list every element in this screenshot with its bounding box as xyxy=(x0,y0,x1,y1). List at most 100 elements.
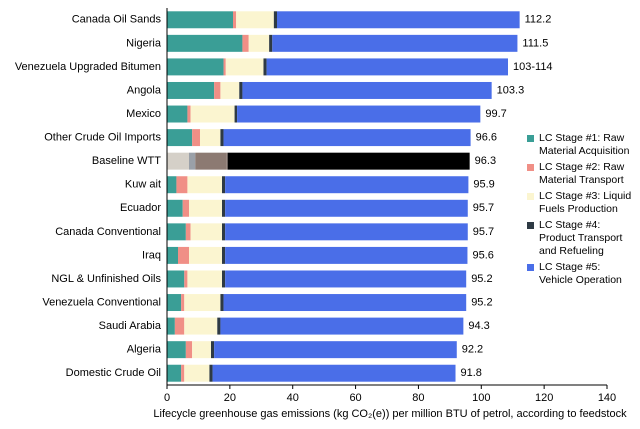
bar-segment xyxy=(192,129,200,147)
bar-segment xyxy=(167,105,188,123)
bar-segment xyxy=(225,270,467,288)
bar-segment xyxy=(214,81,221,99)
bar-segment xyxy=(222,176,226,194)
y-tick-label: Kuw ait xyxy=(125,179,161,191)
total-label: 95.7 xyxy=(473,202,494,214)
y-tick-label: Saudi Arabia xyxy=(99,320,162,332)
y-tick-label: Venezuela Conventional xyxy=(42,296,161,308)
bar-segment xyxy=(266,58,508,76)
bar-segment xyxy=(223,294,467,312)
legend-swatch xyxy=(527,264,534,271)
legend-swatch xyxy=(527,222,534,229)
bar-segment xyxy=(211,341,215,359)
bar-segment xyxy=(225,223,468,241)
legend-item: LC Stage #3: Liquid Fuels Production xyxy=(527,190,632,216)
bar-segment xyxy=(187,270,222,288)
legend-label: LC Stage #3: Liquid Fuels Production xyxy=(539,190,632,215)
bar-segment xyxy=(195,152,227,170)
x-tick-label: 100 xyxy=(472,392,490,404)
total-label: 95.2 xyxy=(471,273,492,285)
bar-segment xyxy=(184,294,221,312)
legend: LC Stage #1: Raw Material Acquisition LC … xyxy=(527,132,632,290)
y-tick-label: Baseline WTT xyxy=(92,155,161,167)
total-label: 95.7 xyxy=(473,226,494,238)
bar-segment xyxy=(225,246,468,264)
x-tick-label: 0 xyxy=(164,392,170,404)
total-label: 91.8 xyxy=(461,367,482,379)
bar-segment xyxy=(185,223,191,241)
bar-segment xyxy=(225,58,264,76)
bar-segment xyxy=(176,176,188,194)
x-tick-label: 140 xyxy=(598,392,616,404)
bar-segment xyxy=(263,58,267,76)
bar-segment xyxy=(167,317,175,335)
y-tick-label: Mexico xyxy=(126,108,161,120)
total-label: 99.7 xyxy=(485,108,506,120)
legend-label: LC Stage #1: Raw Material Acquisition xyxy=(539,132,630,157)
bar-segment xyxy=(167,341,186,359)
bar-segment xyxy=(217,317,221,335)
bar-segment xyxy=(237,105,481,123)
y-tick-label: Canada Conventional xyxy=(55,226,161,238)
y-tick-label: Ecuador xyxy=(120,202,161,214)
bar-segment xyxy=(223,129,471,147)
bar-segment xyxy=(167,270,185,288)
bar-segment xyxy=(222,199,226,217)
legend-swatch xyxy=(527,135,534,142)
bar-segment xyxy=(178,246,189,264)
bar-segment xyxy=(167,11,233,29)
y-tick-label: Nigeria xyxy=(126,37,162,49)
bar-segment xyxy=(187,105,191,123)
bar-segment xyxy=(185,341,193,359)
bar-segment xyxy=(234,105,238,123)
y-tick-label: Venezuela Upgraded Bitumen xyxy=(15,61,161,73)
bar-segment xyxy=(220,129,224,147)
legend-item: LC Stage #5: Vehicle Operation xyxy=(527,261,632,287)
bar-segment xyxy=(181,294,185,312)
total-label: 103.3 xyxy=(497,84,525,96)
total-label: 95.2 xyxy=(471,296,492,308)
total-label: 96.6 xyxy=(476,132,497,144)
bar-segment xyxy=(220,317,464,335)
bar-segment xyxy=(214,341,457,359)
bar-segment xyxy=(189,246,222,264)
bar-segment xyxy=(167,246,178,264)
bar-segment xyxy=(269,34,273,52)
legend-item: LC Stage #2: Raw Material Transport xyxy=(527,161,632,187)
bar-segment xyxy=(272,34,518,52)
y-tick-label: Angola xyxy=(127,84,162,96)
x-tick-label: 60 xyxy=(349,392,361,404)
bar-segment xyxy=(225,199,468,217)
legend-label: LC Stage #4: Product Transport and Refue… xyxy=(539,219,623,257)
bar-segment xyxy=(167,223,186,241)
x-tick-label: 20 xyxy=(224,392,236,404)
x-axis-label: Lifecycle greenhouse gas emissions (kg C… xyxy=(153,408,627,420)
x-tick-label: 120 xyxy=(535,392,553,404)
bar-segment xyxy=(236,11,274,29)
bar-segment xyxy=(167,152,189,170)
y-tick-label: Algeria xyxy=(127,344,162,356)
bar-segment xyxy=(167,176,177,194)
bar-segment xyxy=(167,58,224,76)
bar-segment xyxy=(167,199,183,217)
bar-segment xyxy=(167,364,182,382)
bar-segment xyxy=(189,152,196,170)
bar-segment xyxy=(189,199,222,217)
bar-segment xyxy=(222,246,226,264)
bar-segment xyxy=(212,364,456,382)
total-label: 94.3 xyxy=(468,320,489,332)
total-label: 92.2 xyxy=(462,344,483,356)
bar-segment xyxy=(167,34,243,52)
legend-label: LC Stage #5: Vehicle Operation xyxy=(539,261,622,286)
bar-segment xyxy=(220,294,224,312)
bar-segment xyxy=(248,34,270,52)
total-label: 111.5 xyxy=(522,37,548,49)
bar-segment xyxy=(220,81,240,99)
legend-label: LC Stage #2: Raw Material Transport xyxy=(539,161,625,186)
bar-segment xyxy=(222,223,226,241)
bar-segment xyxy=(226,152,228,170)
total-label: 112.2 xyxy=(525,14,552,26)
y-tick-label: Canada Oil Sands xyxy=(72,14,162,26)
